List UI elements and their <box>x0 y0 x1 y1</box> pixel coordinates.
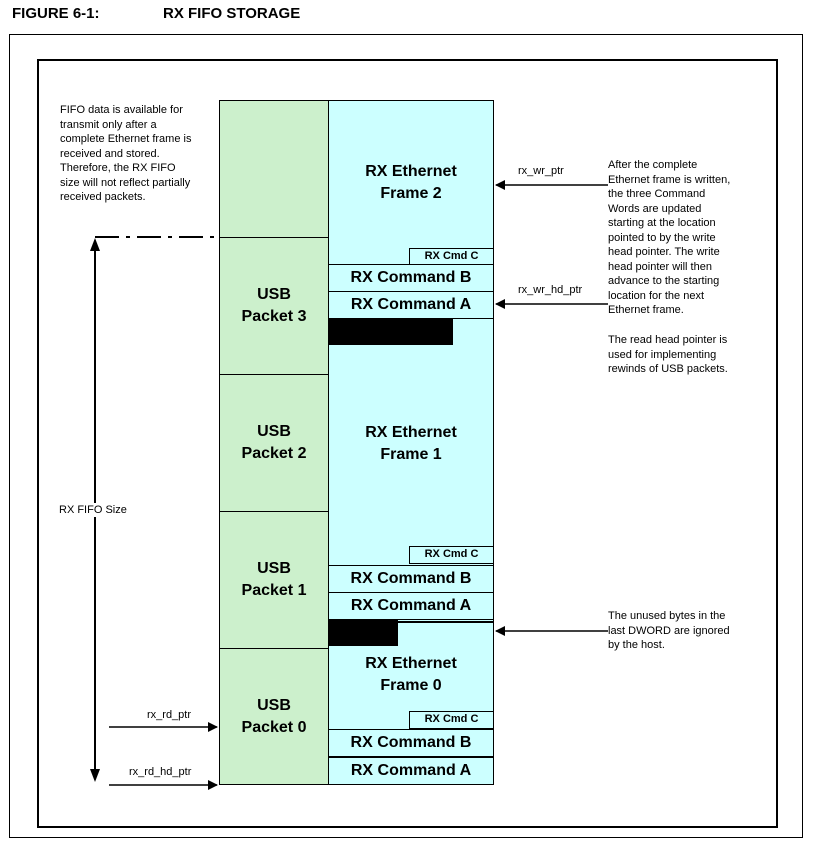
note-unused-bytes: The unused bytes in the last DWORD are i… <box>608 610 730 651</box>
ethernet-column <box>328 100 494 785</box>
ethernet-frame-0: RX Ethernet Frame 0 <box>365 655 457 694</box>
rx-fifo-size-label: RX FIFO Size <box>59 503 127 517</box>
figure-title: RX FIFO STORAGE <box>163 5 301 22</box>
usb-upper-region <box>219 100 329 238</box>
ethernet-frame-2: RX Ethernet Frame 2 <box>365 163 457 202</box>
rx-rd-ptr-label: rx_rd_ptr <box>147 709 192 721</box>
note-fifo-available: FIFO data is available for transmit only… <box>60 104 192 203</box>
rx-wr-hd-ptr-label: rx_wr_hd_ptr <box>518 284 583 296</box>
usb-packet-1: USB Packet 1 <box>219 511 329 649</box>
frame1-cmd-b: RX Command B <box>328 565 494 593</box>
note-write-pointer: After the complete Ethernet frame is wri… <box>608 159 731 316</box>
frame2-cmd-a: RX Command A <box>328 291 494 319</box>
frame0-cmd-b: RX Command B <box>328 729 494 757</box>
size-arrow-head-down <box>90 769 100 782</box>
size-arrow-head-up <box>90 238 100 251</box>
frame1-cmd-a: RX Command A <box>328 592 494 620</box>
frame1-cmd-c: RX Cmd C <box>409 546 494 564</box>
rx-wr-ptr-label: rx_wr_ptr <box>518 165 564 177</box>
rx-rd-hd-ptr-label: rx_rd_hd_ptr <box>129 766 192 778</box>
frame0-cmd-a: RX Command A <box>328 757 494 785</box>
frame2-padding <box>328 319 453 345</box>
note-read-head: The read head pointer is used for implem… <box>608 334 728 375</box>
frame0-cmd-c: RX Cmd C <box>409 711 494 729</box>
inner-frame <box>37 59 778 828</box>
frame-boundary <box>328 621 494 623</box>
frame2-cmd-c: RX Cmd C <box>409 248 494 266</box>
frame1-padding <box>328 620 398 646</box>
ethernet-frame-1: RX Ethernet Frame 1 <box>365 424 457 463</box>
outer-frame <box>9 34 803 838</box>
figure-number: FIGURE 6-1: <box>12 5 100 22</box>
